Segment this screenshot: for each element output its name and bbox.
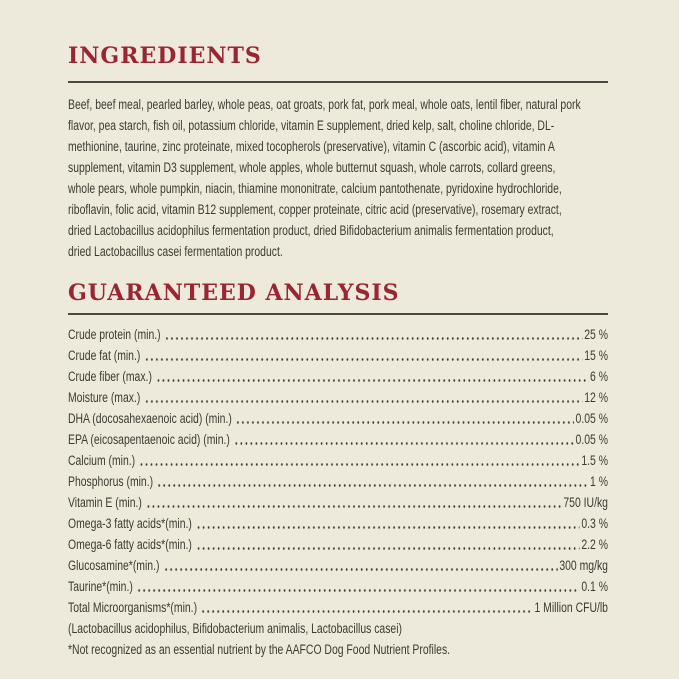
analysis-row-value: 0.05 % <box>575 411 608 426</box>
dot-leader <box>145 492 562 513</box>
analysis-row: Calcium (min.) 1.5 % <box>68 450 608 471</box>
analysis-row-value: 15 % <box>584 348 608 363</box>
microorganisms-note: (Lactobacillus acidophilus, Bifidobacter… <box>68 621 402 636</box>
ingredients-line: whole pears, whole pumpkin, niacin, thia… <box>68 181 562 196</box>
analysis-row-value: 6 % <box>590 369 608 384</box>
analysis-row-label: DHA (docosahexaenoic acid) (min.) <box>68 411 232 426</box>
ingredients-line: dried Lactobacillus casei fermentation p… <box>68 244 283 259</box>
dot-leader <box>144 387 583 408</box>
analysis-row-value: 1 % <box>590 474 608 489</box>
ingredients-line: Beef, beef meal, pearled barley, whole p… <box>68 97 581 112</box>
analysis-row-label: Omega-6 fatty acids*(min.) <box>68 537 192 552</box>
analysis-row-label: Omega-3 fatty acids*(min.) <box>68 516 192 531</box>
dot-leader <box>195 534 580 555</box>
dot-leader <box>163 555 558 576</box>
guaranteed-analysis-table: Crude protein (min.) 25 % Crude fat (min… <box>68 324 608 618</box>
analysis-row: Crude fat (min.) 15 % <box>68 345 608 366</box>
analysis-row-value: 2.2 % <box>581 537 608 552</box>
dot-leader <box>156 471 589 492</box>
guaranteed-analysis-title: GUARANTEED ANALYSIS <box>68 280 400 306</box>
ingredients-line: dried Lactobacillus acidophilus fermenta… <box>68 223 554 238</box>
analysis-row: Glucosamine*(min.) 300 mg/kg <box>68 555 608 576</box>
ingredients-text: Beef, beef meal, pearled barley, whole p… <box>68 94 608 262</box>
analysis-row-label: Taurine*(min.) <box>68 579 133 594</box>
analysis-row-label: Crude protein (min.) <box>68 327 161 342</box>
analysis-row: Omega-6 fatty acids*(min.) 2.2 % <box>68 534 608 555</box>
ingredients-title: INGREDIENTS <box>68 43 262 69</box>
analysis-row-label: Glucosamine*(min.) <box>68 558 160 573</box>
analysis-row-label: Phosphorus (min.) <box>68 474 154 489</box>
analysis-row: EPA (eicosapentaenoic acid) (min.) 0.05 … <box>68 429 608 450</box>
analysis-row-value: 0.1 % <box>581 579 608 594</box>
analysis-row-label: Crude fiber (max.) <box>68 369 152 384</box>
ingredients-line: riboflavin, folic acid, vitamin B12 supp… <box>68 202 562 217</box>
ingredients-line: supplement, vitamin D3 supplement, whole… <box>68 160 556 175</box>
analysis-row-label: Total Microorganisms*(min.) <box>68 600 198 615</box>
guaranteed-analysis-divider <box>68 313 608 315</box>
analysis-row: Omega-3 fatty acids*(min.) 0.3 % <box>68 513 608 534</box>
analysis-row-value: 1 Million CFU/lb <box>534 600 608 615</box>
analysis-row-value: 0.05 % <box>575 432 608 447</box>
ingredients-divider <box>68 81 608 83</box>
ingredients-line: flavor, pea starch, fish oil, potassium … <box>68 118 555 133</box>
dot-leader <box>136 576 580 597</box>
analysis-row-value: 750 IU/kg <box>563 495 608 510</box>
analysis-row-label: Vitamin E (min.) <box>68 495 142 510</box>
analysis-row: Moisture (max.) 12 % <box>68 387 608 408</box>
aafco-footnote: *Not recognized as an essential nutrient… <box>68 642 451 657</box>
dot-leader <box>155 366 589 387</box>
analysis-row-value: 25 % <box>584 327 608 342</box>
analysis-row-label: Calcium (min.) <box>68 453 136 468</box>
analysis-row-value: 300 mg/kg <box>559 558 608 573</box>
analysis-row: Taurine*(min.) 0.1 % <box>68 576 608 597</box>
dot-leader <box>144 345 583 366</box>
analysis-row: DHA (docosahexaenoic acid) (min.) 0.05 % <box>68 408 608 429</box>
analysis-row: Total Microorganisms*(min.) 1 Million CF… <box>68 597 608 618</box>
analysis-row: Crude fiber (max.) 6 % <box>68 366 608 387</box>
analysis-row: Phosphorus (min.) 1 % <box>68 471 608 492</box>
analysis-row: Crude protein (min.) 25 % <box>68 324 608 345</box>
analysis-row-label: EPA (eicosapentaenoic acid) (min.) <box>68 432 230 447</box>
analysis-row-value: 1.5 % <box>581 453 608 468</box>
dot-leader <box>235 408 575 429</box>
dot-leader <box>164 324 583 345</box>
dot-leader <box>138 450 580 471</box>
analysis-row: Vitamin E (min.) 750 IU/kg <box>68 492 608 513</box>
dot-leader <box>200 597 533 618</box>
label-content: INGREDIENTS Beef, beef meal, pearled bar… <box>68 44 608 660</box>
analysis-row-value: 12 % <box>584 390 608 405</box>
dot-leader <box>233 429 575 450</box>
analysis-row-value: 0.3 % <box>581 516 608 531</box>
analysis-row-label: Moisture (max.) <box>68 390 141 405</box>
dot-leader <box>195 513 580 534</box>
analysis-row-label: Crude fat (min.) <box>68 348 141 363</box>
ingredients-line: methionine, taurine, zinc proteinate, mi… <box>68 139 555 154</box>
